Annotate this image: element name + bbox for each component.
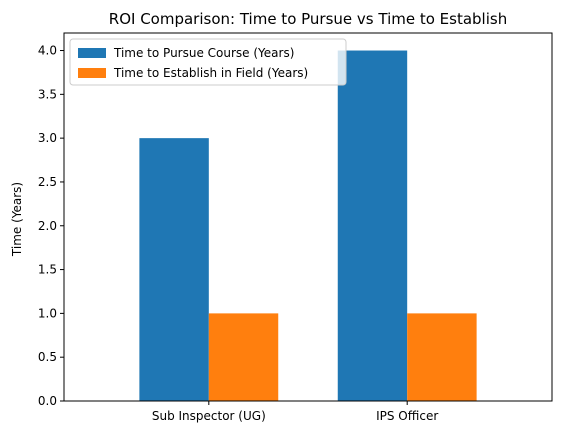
x-tick-label: Sub Inspector (UG): [152, 409, 266, 423]
legend-box: [69, 38, 347, 86]
y-tick-label: 3.0: [38, 131, 57, 145]
bar-pursue-0: [139, 138, 209, 401]
bars-layer: [139, 50, 477, 402]
bar-establish-1: [407, 313, 477, 401]
legend-swatch: [78, 48, 106, 58]
y-tick-label: 3.5: [38, 87, 57, 101]
y-tick-label: 2.0: [38, 219, 57, 233]
bar-pursue-1: [337, 50, 408, 402]
y-tick-label: 1.5: [38, 263, 57, 277]
axes-layer: [63, 32, 553, 402]
legend-label: Time to Pursue Course (Years): [113, 46, 294, 60]
chart-legend: Time to Pursue Course (Years) Time to Est…: [69, 38, 347, 86]
y-tick-label: 0.5: [38, 350, 57, 364]
chart-title: ROI Comparison: Time to Pursue vs Time t…: [109, 10, 507, 28]
y-tick-label: 4.0: [38, 44, 57, 58]
y-tick-label: 2.5: [38, 175, 57, 189]
plot-frame: [63, 32, 553, 402]
ticks-layer: 0.0 0.5 1.0 1.5 2.0 2.5 3.0 3.5 4.0 Sub Inspector…: [38, 44, 438, 423]
bar-establish-0: [208, 313, 279, 401]
y-tick-label: 1.0: [38, 306, 57, 320]
legend-swatch: [78, 68, 106, 78]
y-tick-label: 0.0: [38, 394, 57, 408]
legend-label: Time to Establish in Field (Years): [113, 66, 308, 80]
y-axis-label: Time (Years): [10, 182, 24, 257]
x-tick-label: IPS Officer: [376, 409, 438, 423]
